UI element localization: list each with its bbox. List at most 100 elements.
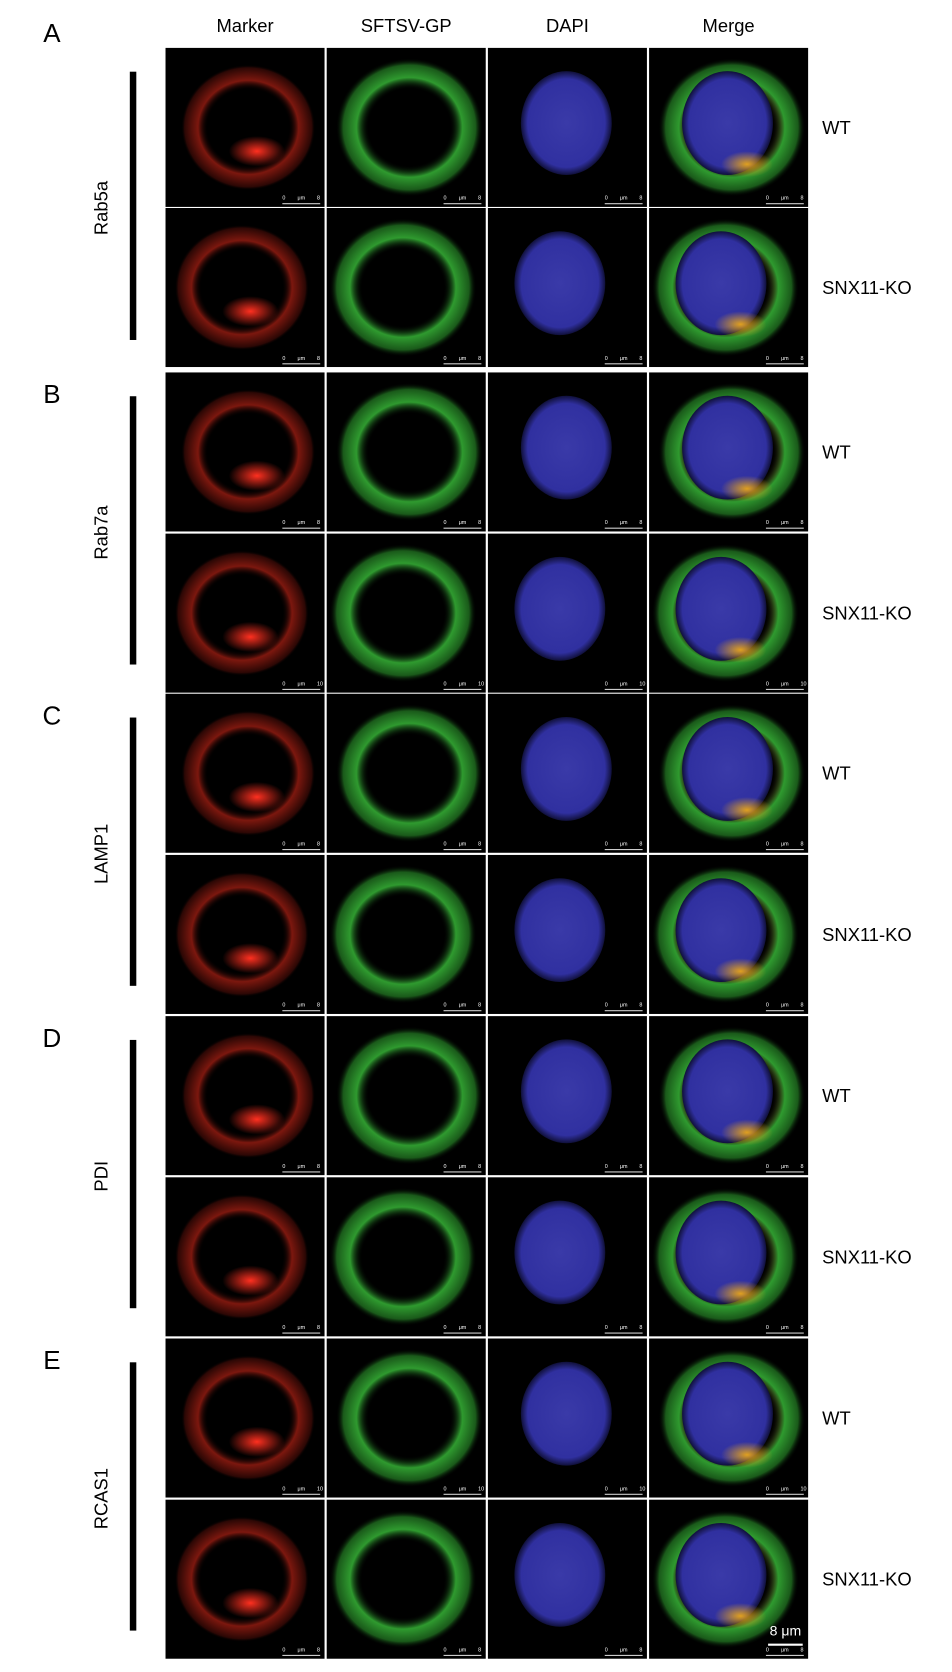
overlap-cluster [721,797,773,824]
scale-end: 8 [317,1647,320,1653]
scale-start: 0 [605,1003,608,1009]
red-cluster [228,1426,286,1457]
scale-unit: μm [781,1003,789,1009]
micrograph: 0 μm 10 [649,1338,809,1498]
nucleus [675,1200,767,1305]
nucleus [514,1200,606,1305]
green-signal [329,218,477,357]
scale-start: 0 [282,1486,285,1492]
scale-end: 8 [317,1164,320,1170]
scale-unit: μm [781,1325,789,1331]
scale-end: 8 [317,520,320,526]
scale-start: 0 [444,196,447,202]
section-letter: B [43,379,60,409]
scale-unit: μm [620,842,628,848]
scale-start: 0 [605,196,608,202]
micrograph: 0 μm 10 [165,1338,325,1498]
marker-label: Rab7a [91,505,112,560]
nucleus [520,717,612,821]
scale-end: 8 [478,1647,481,1653]
green-signal [335,382,484,522]
micrograph: 0 μm 8 [165,854,325,1014]
scale-end: 8 [639,356,642,362]
micrograph: 0 μm 10 [487,1338,647,1498]
scale-unit: μm [781,520,789,526]
red-signal [174,224,309,351]
scale-end: 8 [478,1325,481,1331]
scale-end: 8 [317,1325,320,1331]
column-header: Merge [703,15,755,36]
scale-start: 0 [444,842,447,848]
scale-unit: μm [620,1325,628,1331]
micrograph: 0 μm 8 [649,1016,809,1176]
micrograph: 0 μm 8 [649,47,809,207]
scale-unit: μm [459,1164,467,1170]
red-cluster [228,781,286,813]
row-label: SNX11-KO [822,277,912,298]
green-signal [329,1509,477,1649]
overlap-cluster [721,151,773,178]
green-signal [335,58,484,197]
scale-end: 8 [801,1164,804,1170]
section-letter: A [43,18,61,48]
section-bar [129,1362,137,1631]
scale-unit: μm [297,520,305,526]
red-cluster [222,943,279,974]
red-signal [181,389,316,515]
red-signal [181,710,316,836]
scale-unit: μm [620,681,628,687]
micrograph: 0 μm 8 [165,693,325,853]
row-label: SNX11-KO [822,1569,912,1590]
scale-end: 8 [478,1003,481,1009]
scale-start: 0 [605,1486,608,1492]
nucleus [520,1039,612,1144]
scale-start: 0 [766,1647,769,1653]
scale-end: 8 [317,1003,320,1009]
red-signal [174,550,309,676]
scale-end: 8 [317,842,320,848]
scale-unit: μm [620,1486,628,1492]
scale-start: 0 [605,1325,608,1331]
scale-unit: μm [459,356,467,362]
scale-start: 0 [444,1647,447,1653]
green-signal [335,1026,484,1165]
scale-start: 0 [605,842,608,848]
scale-end: 10 [317,681,323,687]
micrograph: 0 μm 10 [649,533,809,693]
red-signal [181,1032,316,1159]
scale-start: 0 [766,356,769,362]
green-signal [329,1187,477,1327]
micrograph: 0 μm 8 [165,1016,325,1176]
nucleus [682,1039,773,1144]
scale-end: 8 [639,1647,642,1653]
red-cluster [228,460,286,491]
scale-end: 8 [317,196,320,202]
nucleus [520,71,612,176]
scale-unit: μm [459,842,467,848]
scale-end: 8 [801,1003,804,1009]
micrograph: 0 μm 8 [326,208,486,368]
scale-end: 8 [478,842,481,848]
micrograph: 0 μm 8 [487,47,647,207]
scale-start: 0 [766,196,769,202]
green-signal [335,1348,484,1488]
scale-end: 10 [317,1486,323,1492]
overlap-cluster [714,1603,767,1629]
scale-start: 0 [282,681,285,687]
micrograph: 0 μm 8 [326,1499,486,1659]
scale-unit: μm [781,196,789,202]
scale-end: 8 [639,520,642,526]
micrograph: 0 μm 8 [326,854,486,1014]
scale-start: 0 [282,1325,285,1331]
nucleus [514,556,606,661]
micrograph: 0 μm 10 [487,533,647,693]
micrograph: 0 μm 8 [649,1499,809,1659]
red-signal [174,1194,309,1320]
micrograph: 0 μm 8 [649,372,809,532]
red-cluster [228,136,286,167]
scale-start: 0 [444,1325,447,1331]
scale-start: 0 [282,1647,285,1653]
nucleus [682,71,773,176]
micrograph: 0 μm 8 [649,1177,809,1337]
scale-end: 10 [639,681,645,687]
